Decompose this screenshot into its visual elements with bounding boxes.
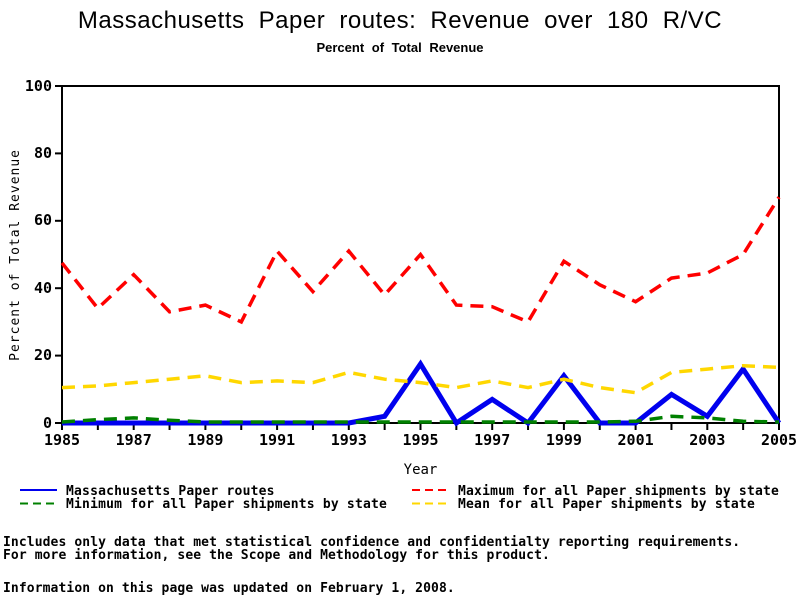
x-tick-label: 1987	[115, 431, 152, 449]
y-axis-title-text: Percent of Total Revenue	[7, 148, 23, 361]
y-tick-label: 80	[33, 143, 52, 162]
x-tick-label: 2003	[689, 431, 726, 449]
y-axis-title: Percent of Total Revenue	[4, 86, 26, 423]
y-tick-label: 60	[33, 211, 52, 230]
footer-note-line2: For more information, see the Scope and …	[3, 548, 550, 563]
x-tick-label: 1991	[259, 431, 296, 449]
series-line-3	[61, 363, 780, 395]
y-tick-label: 40	[33, 278, 52, 297]
series-line-2	[61, 414, 780, 424]
x-tick-label: 1997	[474, 431, 511, 449]
x-tick-label: 2001	[617, 431, 654, 449]
chart-title: Massachusetts Paper routes: Revenue over…	[77, 7, 723, 34]
x-axis-title: Year	[403, 462, 438, 478]
chart-subtitle: Percent of Total Revenue	[316, 40, 484, 55]
update-note: Information on this page was updated on …	[3, 581, 455, 596]
footer-note-line1: Includes only data that met statistical …	[3, 535, 741, 550]
legend-label-minimum: Minimum for all Paper shipments by state	[66, 497, 388, 512]
y-tick-label: 0	[42, 413, 52, 432]
series-line-0	[62, 359, 782, 427]
y-tick-label: 20	[33, 346, 52, 365]
x-tick-label: 2005	[760, 431, 798, 449]
legend-label-maximum: Maximum for all Paper shipments by state	[458, 484, 780, 499]
y-tick-label: 100	[24, 76, 52, 95]
x-tick-label: 1999	[545, 431, 582, 449]
x-tick-label: 1995	[402, 431, 439, 449]
x-tick-label: 1985	[43, 431, 81, 449]
legend-label-massachusetts: Massachusetts Paper routes	[66, 484, 275, 499]
series-line-1	[60, 196, 781, 325]
x-tick-label: 1989	[187, 431, 224, 449]
x-tick-label: 1993	[330, 431, 367, 449]
legend-label-mean: Mean for all Paper shipments by state	[458, 497, 755, 512]
